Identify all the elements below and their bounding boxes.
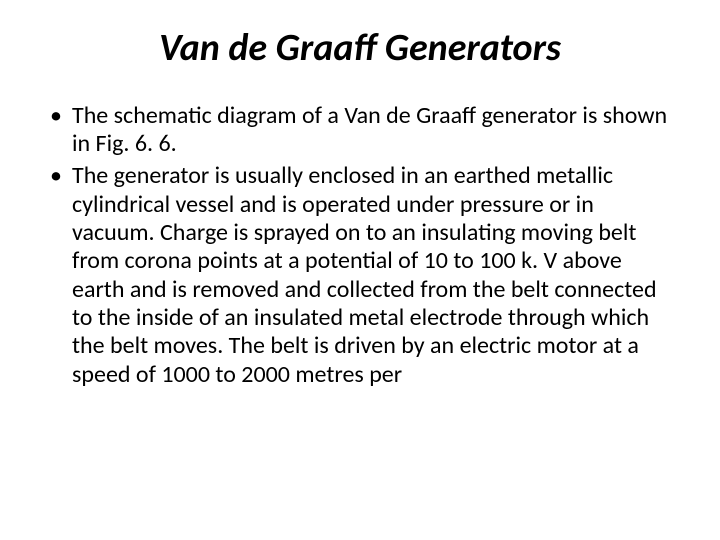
bullet-list: The schematic diagram of a Van de Graaff… bbox=[48, 102, 672, 389]
bullet-text: The generator is usually enclosed in an … bbox=[72, 161, 657, 388]
bullet-text: The schematic diagram of a Van de Graaff… bbox=[72, 101, 667, 158]
slide-title: Van de Graaff Generators bbox=[48, 28, 672, 70]
list-item: The schematic diagram of a Van de Graaff… bbox=[72, 102, 672, 159]
list-item: The generator is usually enclosed in an … bbox=[72, 162, 672, 389]
